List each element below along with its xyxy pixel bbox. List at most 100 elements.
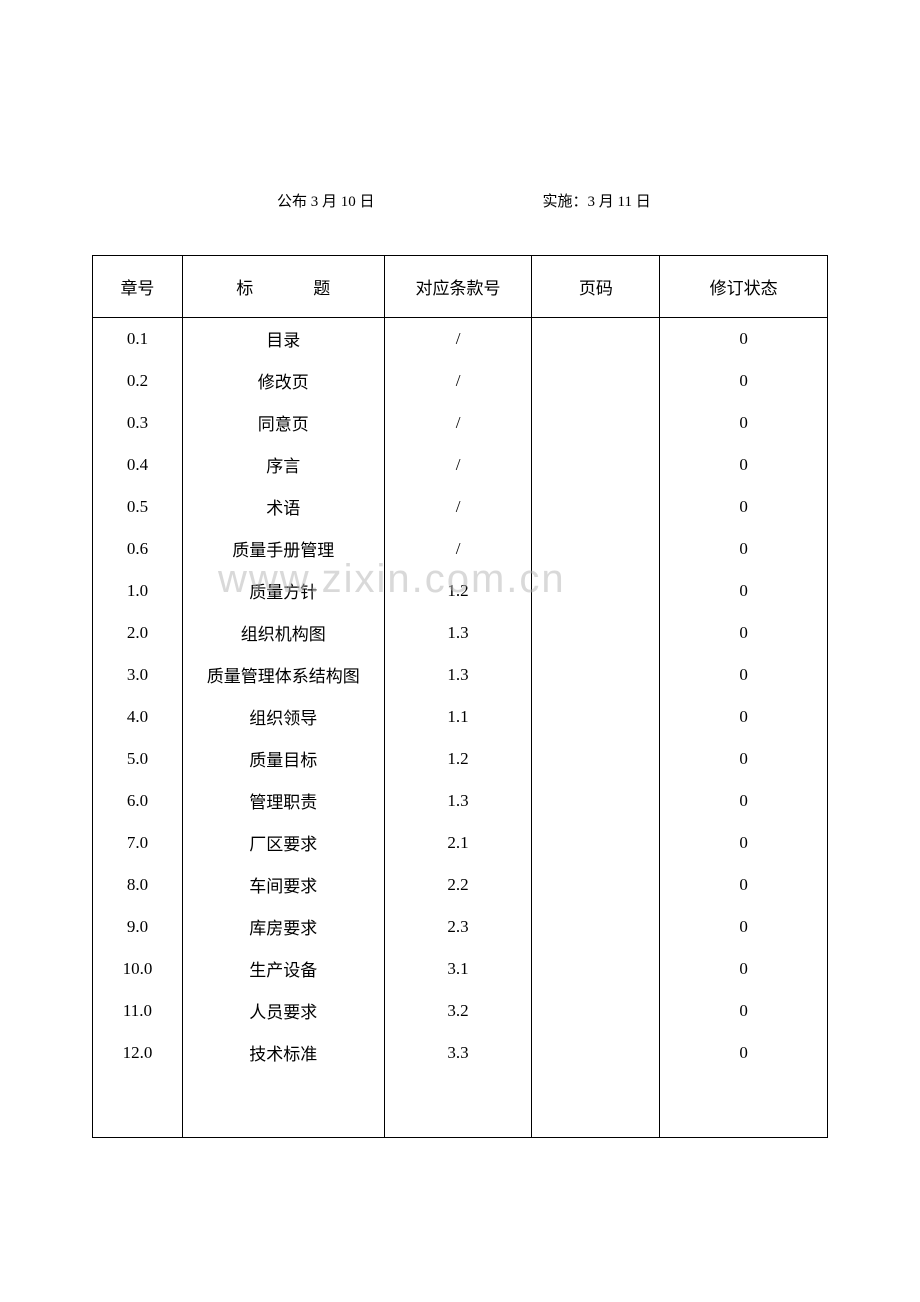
cell-clause: 2.2 <box>384 864 532 906</box>
cell-revision: 0 <box>660 318 828 360</box>
cell-clause: / <box>384 360 532 402</box>
cell-chapter: 3.0 <box>93 654 183 696</box>
cell-revision: 0 <box>660 738 828 780</box>
cell-title: 组织机构图 <box>182 612 384 654</box>
cell-chapter: 8.0 <box>93 864 183 906</box>
cell-chapter: 12.0 <box>93 1032 183 1074</box>
cell-clause: 2.3 <box>384 906 532 948</box>
table-row: 0.3同意页/0 <box>93 402 828 444</box>
cell-page <box>532 780 660 822</box>
cell-page <box>532 360 660 402</box>
cell-chapter: 7.0 <box>93 822 183 864</box>
cell-clause: 1.2 <box>384 570 532 612</box>
table-row-empty <box>93 1074 828 1138</box>
header-dates: 公布 3 月 10 日 实施：3 月 11 日 <box>0 190 920 211</box>
cell-clause: 2.1 <box>384 822 532 864</box>
toc-table: 章号 标题 对应条款号 页码 修订状态 0.1目录/00.2修改页/00.3同意… <box>92 255 828 1138</box>
cell-title: 组织领导 <box>182 696 384 738</box>
cell-page <box>532 402 660 444</box>
cell-page <box>532 612 660 654</box>
cell-clause: / <box>384 528 532 570</box>
cell-revision: 0 <box>660 402 828 444</box>
cell-title: 厂区要求 <box>182 822 384 864</box>
table-row: 6.0管理职责1.30 <box>93 780 828 822</box>
cell-chapter: 0.3 <box>93 402 183 444</box>
cell-title: 人员要求 <box>182 990 384 1032</box>
table-row: 12.0技术标准3.3 0 <box>93 1032 828 1074</box>
toc-table-container: 章号 标题 对应条款号 页码 修订状态 0.1目录/00.2修改页/00.3同意… <box>92 255 828 1138</box>
cell-chapter: 0.2 <box>93 360 183 402</box>
cell-clause: / <box>384 486 532 528</box>
cell-revision: 0 <box>660 486 828 528</box>
header-revision: 修订状态 <box>660 256 828 318</box>
cell-title: 序言 <box>182 444 384 486</box>
cell-title: 质量手册管理 <box>182 528 384 570</box>
table-row: 4.0组织领导1.10 <box>93 696 828 738</box>
cell-page <box>532 738 660 780</box>
cell-revision: 0 <box>660 1032 828 1074</box>
cell-clause: / <box>384 318 532 360</box>
table-row: 0.6质量手册管理/ 0 <box>93 528 828 570</box>
table-row: 0.4序言/0 <box>93 444 828 486</box>
cell-clause: / <box>384 444 532 486</box>
cell-empty <box>660 1074 828 1138</box>
cell-revision: 0 <box>660 948 828 990</box>
cell-empty <box>384 1074 532 1138</box>
table-row: 9.0库房要求2.3 0 <box>93 906 828 948</box>
cell-clause: 1.2 <box>384 738 532 780</box>
cell-page <box>532 696 660 738</box>
implement-date: 实施：3 月 11 日 <box>543 190 651 211</box>
cell-title: 目录 <box>182 318 384 360</box>
cell-clause: 3.1 <box>384 948 532 990</box>
cell-revision: 0 <box>660 528 828 570</box>
header-title: 标题 <box>182 256 384 318</box>
cell-chapter: 9.0 <box>93 906 183 948</box>
cell-chapter: 5.0 <box>93 738 183 780</box>
cell-empty <box>182 1074 384 1138</box>
cell-page <box>532 654 660 696</box>
header-page: 页码 <box>532 256 660 318</box>
cell-title: 修改页 <box>182 360 384 402</box>
cell-page <box>532 570 660 612</box>
cell-revision: 0 <box>660 444 828 486</box>
cell-revision: 0 <box>660 864 828 906</box>
cell-chapter: 0.5 <box>93 486 183 528</box>
cell-revision: 0 <box>660 906 828 948</box>
cell-chapter: 0.6 <box>93 528 183 570</box>
cell-revision: 0 <box>660 570 828 612</box>
cell-empty <box>532 1074 660 1138</box>
cell-clause: 1.3 <box>384 654 532 696</box>
table-row: 1.0质量方针1.20 <box>93 570 828 612</box>
cell-chapter: 11.0 <box>93 990 183 1032</box>
cell-empty <box>93 1074 183 1138</box>
table-row: 3.0质量管理体系结构图1.30 <box>93 654 828 696</box>
cell-title: 管理职责 <box>182 780 384 822</box>
publish-date: 公布 3 月 10 日 <box>277 190 375 211</box>
cell-page <box>532 990 660 1032</box>
table-row: 8.0车间要求2.20 <box>93 864 828 906</box>
cell-title: 生产设备 <box>182 948 384 990</box>
table-header-row: 章号 标题 对应条款号 页码 修订状态 <box>93 256 828 318</box>
cell-clause: 3.3 <box>384 1032 532 1074</box>
cell-page <box>532 906 660 948</box>
cell-chapter: 1.0 <box>93 570 183 612</box>
table-body: 0.1目录/00.2修改页/00.3同意页/00.4序言/00.5术语/00.6… <box>93 318 828 1138</box>
cell-clause: / <box>384 402 532 444</box>
cell-page <box>532 444 660 486</box>
cell-title: 库房要求 <box>182 906 384 948</box>
cell-title: 术语 <box>182 486 384 528</box>
cell-chapter: 4.0 <box>93 696 183 738</box>
cell-title: 质量管理体系结构图 <box>182 654 384 696</box>
table-row: 11.0人员要求3.20 <box>93 990 828 1032</box>
table-row: 0.5术语/ 0 <box>93 486 828 528</box>
cell-revision: 0 <box>660 360 828 402</box>
cell-revision: 0 <box>660 780 828 822</box>
table-row: 2.0组织机构图1.30 <box>93 612 828 654</box>
cell-chapter: 2.0 <box>93 612 183 654</box>
cell-page <box>532 948 660 990</box>
cell-title: 技术标准 <box>182 1032 384 1074</box>
cell-page <box>532 822 660 864</box>
header-chapter: 章号 <box>93 256 183 318</box>
cell-chapter: 0.1 <box>93 318 183 360</box>
table-row: 0.1目录/ 0 <box>93 318 828 360</box>
